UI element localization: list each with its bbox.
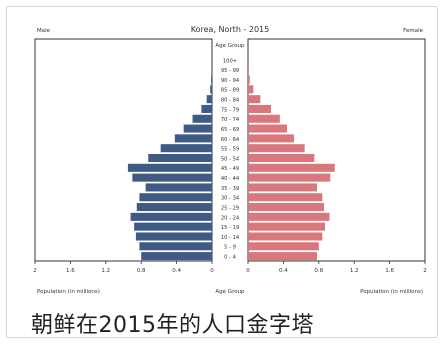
right-tick-label-0: 0 xyxy=(246,268,250,274)
female-bar-7 xyxy=(248,124,287,133)
bars-group xyxy=(127,65,335,261)
male-bar-11 xyxy=(127,163,212,172)
male-bar-7 xyxy=(183,124,212,133)
female-bar-17 xyxy=(248,222,325,231)
female-bar-3 xyxy=(248,85,254,94)
age-label-18: 10 - 14 xyxy=(221,235,240,241)
x-axis-label-left: Population (in millions) xyxy=(37,289,100,295)
age-label-11: 45 - 49 xyxy=(221,166,239,172)
age-label-4: 80 - 84 xyxy=(221,98,240,104)
right-tick-label-4: 1.6 xyxy=(385,268,394,274)
right-tick-label-5: 2 xyxy=(423,268,427,274)
chart-title: Korea, North - 2015 xyxy=(191,25,269,34)
left-tick-label-1: 1.6 xyxy=(66,268,75,274)
age-labels-group: 100+ 95 - 99 90 - 94 85 - 89 80 - 84 75 - 79 7… xyxy=(221,58,240,260)
female-bar-5 xyxy=(248,104,272,113)
female-bar-19 xyxy=(248,242,319,251)
ticks-group: 2 1.6 1.2 0.8 0.4 0 0 0.4 0.8 1.2 1.6 2 xyxy=(33,261,427,274)
male-bar-15 xyxy=(136,203,212,212)
population-pyramid-chart: Korea, North - 2015 Male Female Age Grou… xyxy=(33,25,427,295)
male-bar-10 xyxy=(148,153,212,163)
male-bar-8 xyxy=(174,134,212,143)
age-group-header: Age Group xyxy=(215,43,245,49)
age-label-3: 85 - 89 xyxy=(221,88,239,94)
age-label-2: 90 - 94 xyxy=(221,78,240,84)
male-bar-18 xyxy=(135,232,212,241)
age-label-7: 65 - 69 xyxy=(221,127,239,133)
male-bar-3 xyxy=(210,85,212,94)
male-bar-20 xyxy=(141,252,212,261)
age-label-19: 5 - 9 xyxy=(224,245,236,251)
female-bar-6 xyxy=(248,114,280,123)
female-bar-16 xyxy=(248,212,330,221)
female-label: Female xyxy=(403,28,424,34)
age-label-15: 25 - 29 xyxy=(221,205,239,211)
age-label-1: 95 - 99 xyxy=(221,68,239,74)
age-label-8: 60 - 64 xyxy=(221,137,240,143)
left-tick-label-5: 0 xyxy=(210,268,214,274)
female-bar-10 xyxy=(248,153,315,163)
female-bar-13 xyxy=(248,183,318,192)
female-bar-11 xyxy=(248,163,335,172)
female-bar-15 xyxy=(248,203,325,212)
x-axis-label-center: Age Group xyxy=(215,289,245,295)
female-bar-18 xyxy=(248,232,323,241)
age-label-0: 100+ xyxy=(223,58,237,64)
male-bar-12 xyxy=(132,173,212,182)
male-bar-19 xyxy=(139,242,212,251)
left-tick-label-4: 0.4 xyxy=(172,268,181,274)
male-bar-2 xyxy=(211,75,212,84)
right-tick-label-1: 0.4 xyxy=(279,268,288,274)
female-bar-20 xyxy=(248,252,318,261)
age-label-17: 15 - 19 xyxy=(221,225,239,231)
female-bar-9 xyxy=(248,144,305,153)
female-bar-1 xyxy=(248,65,249,74)
male-bar-6 xyxy=(192,114,212,123)
age-label-14: 30 - 34 xyxy=(221,196,240,202)
age-label-5: 75 - 79 xyxy=(221,107,239,113)
male-bar-13 xyxy=(145,183,212,192)
age-label-20: 0 - 4 xyxy=(224,255,236,261)
age-label-6: 70 - 74 xyxy=(221,117,240,123)
age-label-13: 35 - 39 xyxy=(221,186,239,192)
female-bar-4 xyxy=(248,95,261,104)
age-label-10: 50 - 54 xyxy=(221,156,240,162)
right-tick-label-2: 0.8 xyxy=(314,268,323,274)
male-bar-16 xyxy=(130,212,212,221)
figure-caption: 朝鲜在2015年的人口金字塔 xyxy=(31,313,314,338)
male-bar-4 xyxy=(206,95,212,104)
age-label-16: 20 - 24 xyxy=(221,215,240,221)
male-bar-14 xyxy=(139,193,212,202)
left-tick-label-3: 0.8 xyxy=(137,268,146,274)
male-bar-9 xyxy=(160,144,212,153)
female-bar-8 xyxy=(248,134,295,143)
right-tick-label-3: 1.2 xyxy=(350,268,359,274)
female-bar-14 xyxy=(248,193,323,202)
left-tick-label-0: 2 xyxy=(33,268,37,274)
male-bar-5 xyxy=(201,104,212,113)
left-tick-label-2: 1.2 xyxy=(101,268,110,274)
female-bar-12 xyxy=(248,173,331,182)
age-label-12: 40 - 44 xyxy=(221,176,240,182)
female-bar-2 xyxy=(248,75,250,84)
figure-frame: Korea, North - 2015 Male Female Age Grou… xyxy=(6,6,438,338)
male-bar-17 xyxy=(134,222,212,231)
age-label-9: 55 - 59 xyxy=(221,147,239,153)
male-label: Male xyxy=(37,28,51,34)
x-axis-label-right: Population (in millions) xyxy=(360,289,423,295)
